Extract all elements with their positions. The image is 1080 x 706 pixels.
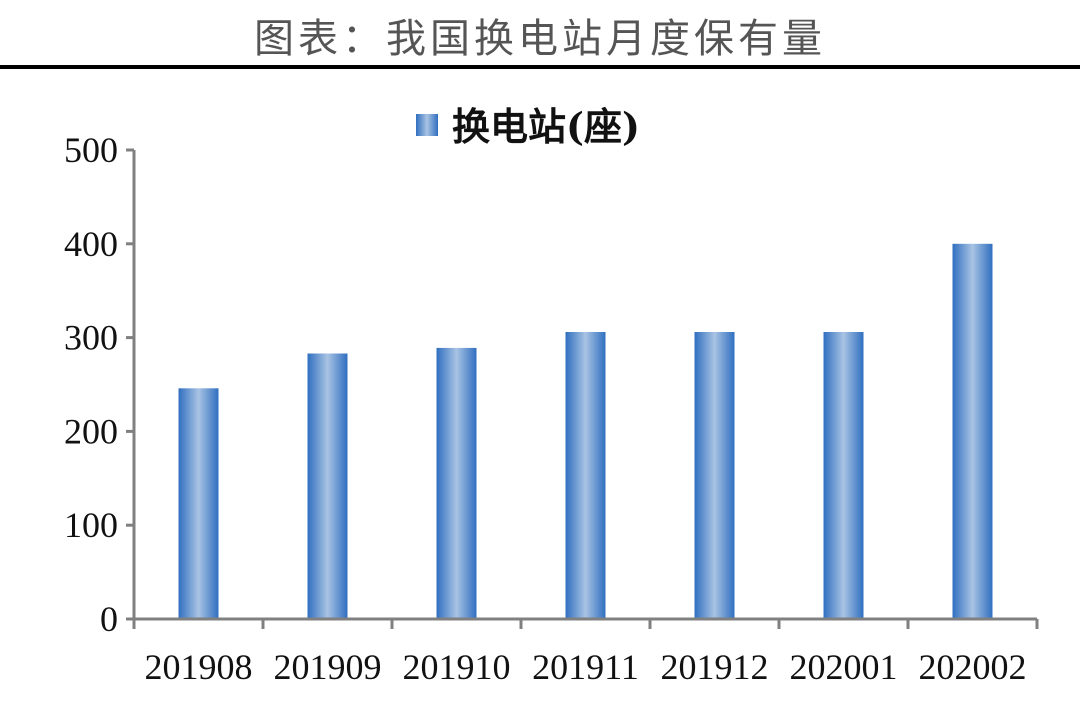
y-tick-label: 200 bbox=[64, 411, 118, 451]
bar-201911 bbox=[565, 332, 606, 619]
bar-201912 bbox=[694, 332, 735, 619]
axes bbox=[126, 148, 1039, 629]
legend: 换电站(座) bbox=[416, 104, 640, 149]
legend-swatch bbox=[416, 114, 438, 136]
x-tick-label: 202002 bbox=[919, 647, 1027, 687]
y-tick-labels: 0 100 200 300 400 500 bbox=[64, 130, 118, 639]
legend-label: 换电站(座) bbox=[452, 104, 640, 149]
bar-202001 bbox=[823, 332, 864, 619]
x-tick-label: 201911 bbox=[532, 647, 639, 687]
x-tick-label: 201908 bbox=[145, 647, 253, 687]
y-tick-label: 400 bbox=[64, 224, 118, 264]
title-rule bbox=[0, 65, 1080, 69]
figure-title: 图表：我国换电站月度保有量 bbox=[254, 16, 826, 62]
bar-201910 bbox=[436, 347, 477, 619]
bars bbox=[178, 243, 993, 620]
x-tick-labels: 201908 201909 201910 201911 201912 202001 2020… bbox=[145, 647, 1027, 687]
x-tick-label: 201909 bbox=[274, 647, 382, 687]
x-tick-label: 202001 bbox=[790, 647, 898, 687]
x-tick-label: 201910 bbox=[403, 647, 511, 687]
y-tick-label: 500 bbox=[64, 130, 118, 170]
bar-201909 bbox=[307, 353, 348, 619]
y-tick-label: 100 bbox=[64, 505, 118, 545]
bar-201908 bbox=[178, 388, 219, 619]
y-tick-label: 300 bbox=[64, 318, 118, 358]
y-tick-label: 0 bbox=[100, 599, 118, 639]
x-tick-label: 201912 bbox=[661, 647, 769, 687]
bar-202002 bbox=[952, 243, 993, 620]
